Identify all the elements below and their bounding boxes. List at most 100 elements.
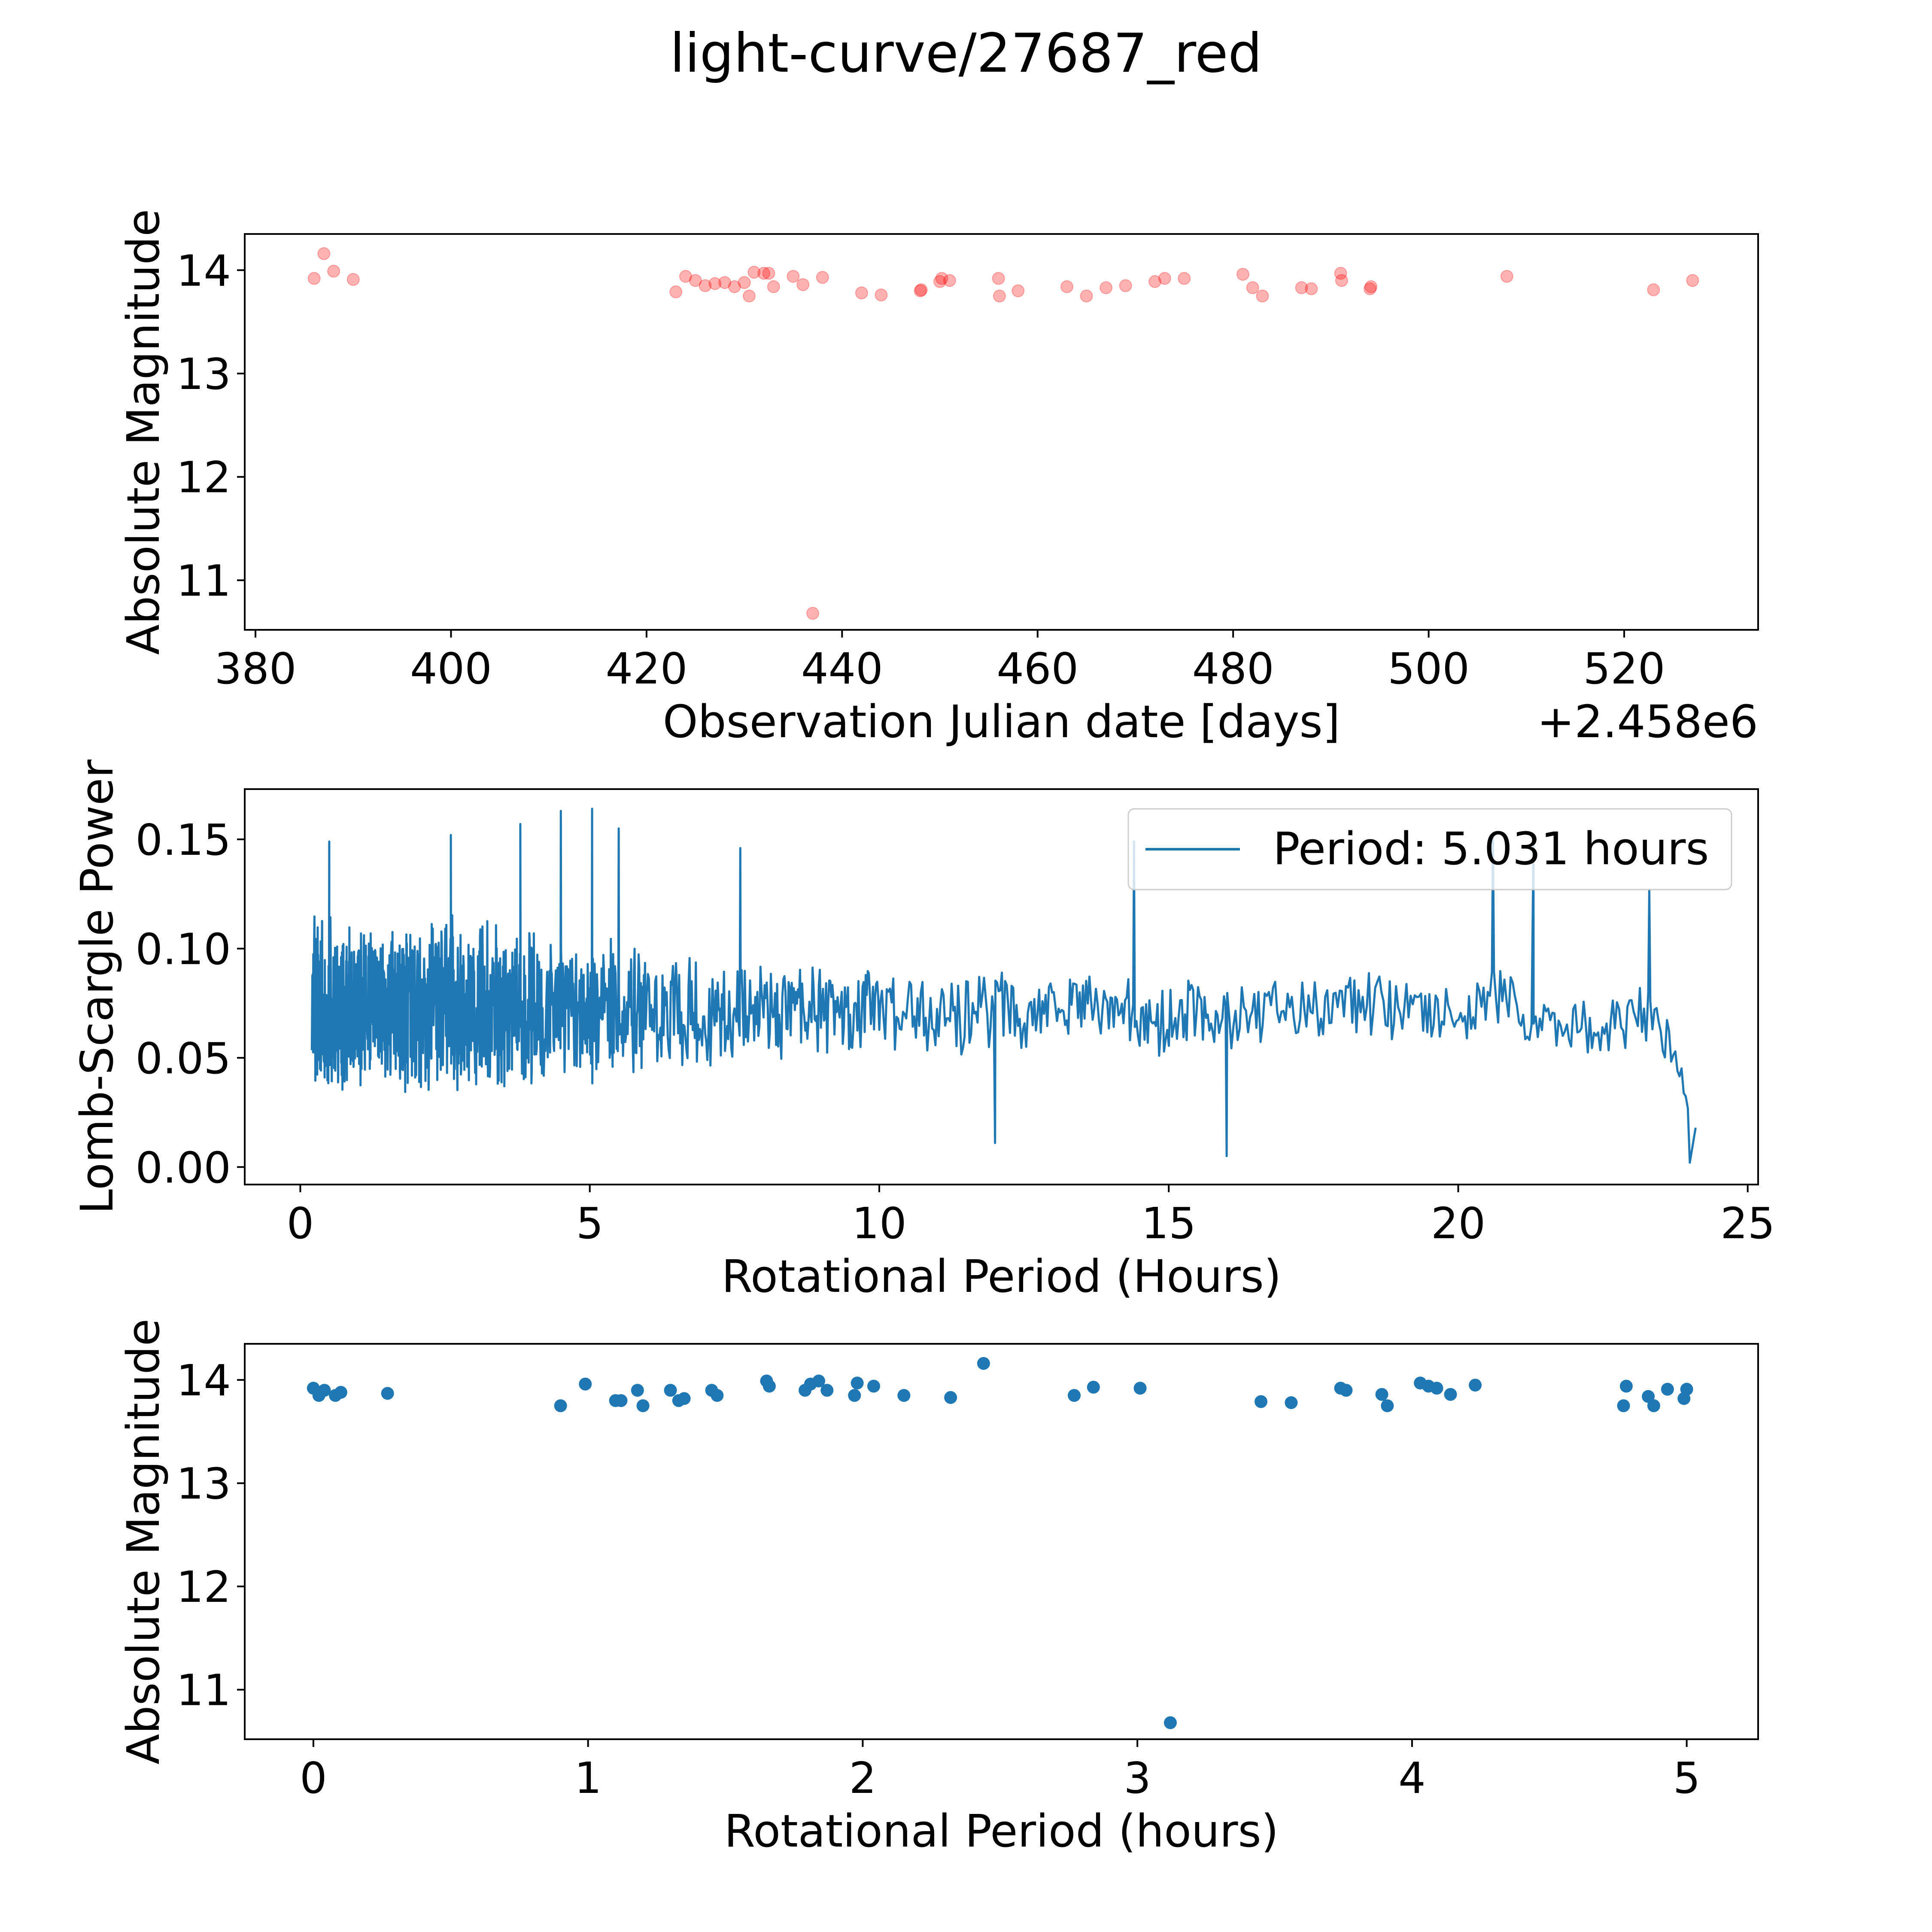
data-point (1163, 1716, 1177, 1729)
data-point (1060, 280, 1074, 293)
data-point (762, 1379, 776, 1393)
x-tick-label: 5 (1673, 1753, 1701, 1803)
x-axis-label: Rotational Period (Hours) (722, 1250, 1282, 1303)
data-point (851, 1376, 864, 1390)
y-tick-label: 14 (176, 1355, 231, 1406)
data-point (346, 273, 360, 286)
x-offset-label: +2.458e6 (1537, 696, 1758, 748)
data-point (787, 270, 800, 283)
data-point (1469, 1379, 1482, 1392)
data-point (334, 1386, 347, 1399)
data-point (1236, 267, 1249, 281)
x-tick-label: 25 (1720, 1198, 1775, 1249)
data-point (677, 1392, 691, 1405)
y-tick-label: 14 (176, 246, 231, 296)
data-point (1334, 267, 1347, 280)
x-tick-label: 440 (801, 644, 883, 694)
data-point (718, 276, 732, 289)
data-point (1100, 281, 1113, 295)
data-point (579, 1377, 592, 1391)
data-point (762, 267, 775, 280)
data-point (1087, 1380, 1100, 1394)
data-point (935, 272, 948, 285)
x-tick-label: 400 (410, 644, 492, 694)
data-point (816, 271, 829, 284)
y-axis-label: Lomb-Scargle Power (71, 759, 123, 1214)
data-point (1285, 1396, 1298, 1410)
y-tick-label: 13 (176, 349, 231, 399)
legend-label: Period: 5.031 hours (1273, 823, 1709, 875)
data-point (699, 279, 712, 292)
data-point (897, 1389, 911, 1402)
x-tick-label: 5 (576, 1198, 604, 1249)
data-point (614, 1394, 628, 1407)
data-point (914, 283, 928, 296)
data-point (1068, 1389, 1081, 1402)
x-tick-label: 500 (1388, 644, 1470, 694)
data-point (1133, 1382, 1147, 1395)
data-point (631, 1384, 644, 1397)
data-point (1430, 1382, 1443, 1395)
x-tick-label: 15 (1142, 1198, 1196, 1249)
data-point (943, 274, 956, 287)
data-point (708, 277, 722, 290)
x-tick-label: 460 (996, 644, 1078, 694)
data-point (1647, 1399, 1660, 1413)
x-tick-label: 20 (1431, 1198, 1485, 1249)
y-tick-label: 11 (176, 556, 231, 606)
data-point (992, 272, 1005, 285)
data-point (1158, 272, 1171, 285)
y-tick-label: 0.15 (135, 815, 231, 865)
periodogram-panel: Period: 5.031 hours 0 5 10 15 20 25 0.00 0.05 0.1… (71, 759, 1775, 1303)
y-tick-label: 0.10 (135, 924, 231, 974)
data-point (664, 1384, 677, 1397)
data-point (1647, 283, 1660, 296)
axes-frame (244, 233, 1759, 631)
data-point (1119, 279, 1132, 292)
light-curve-panel: 380 400 420 440 460 480 500 520 11 12 13 14 Observat… (117, 209, 1759, 748)
data-point (728, 280, 741, 293)
data-point (977, 1357, 990, 1370)
data-point (554, 1399, 567, 1413)
y-tick-label: 0.05 (135, 1033, 231, 1084)
data-point (933, 275, 947, 288)
x-tick-label: 520 (1583, 644, 1665, 694)
y-axis-label: Absolute Magnitude (117, 1318, 170, 1765)
data-point (1375, 1388, 1388, 1401)
data-point (1661, 1382, 1674, 1396)
y-tick-label: 12 (176, 1562, 231, 1612)
data-point (318, 1384, 331, 1397)
periodogram-line (310, 808, 1697, 1164)
data-point (848, 1389, 861, 1402)
data-point (1012, 284, 1025, 298)
x-axis-label: Rotational Period (hours) (724, 1805, 1279, 1857)
data-point (1340, 1384, 1353, 1397)
data-point (1305, 282, 1318, 295)
data-point (1617, 1399, 1630, 1413)
data-point (1680, 1382, 1693, 1396)
data-point (757, 267, 771, 280)
data-point (1335, 274, 1348, 287)
data-point (993, 289, 1006, 303)
data-point (1363, 282, 1376, 295)
data-point (1619, 1379, 1633, 1393)
data-point (636, 1399, 650, 1413)
data-point (669, 285, 683, 298)
x-tick-label: 480 (1192, 644, 1274, 694)
data-point (944, 1391, 957, 1404)
data-point (812, 1374, 826, 1388)
data-point (317, 247, 331, 260)
data-point (867, 1379, 881, 1393)
data-point (1364, 280, 1378, 293)
data-point (1295, 281, 1308, 295)
x-tick-label: 0 (287, 1198, 314, 1249)
x-tick-label: 2 (849, 1753, 877, 1803)
x-axis-label: Observation Julian date [days] (663, 696, 1340, 748)
data-point (914, 284, 927, 298)
x-tick-label: 3 (1124, 1753, 1151, 1803)
data-point (711, 1389, 724, 1402)
data-point (806, 607, 820, 620)
data-point (307, 272, 321, 285)
